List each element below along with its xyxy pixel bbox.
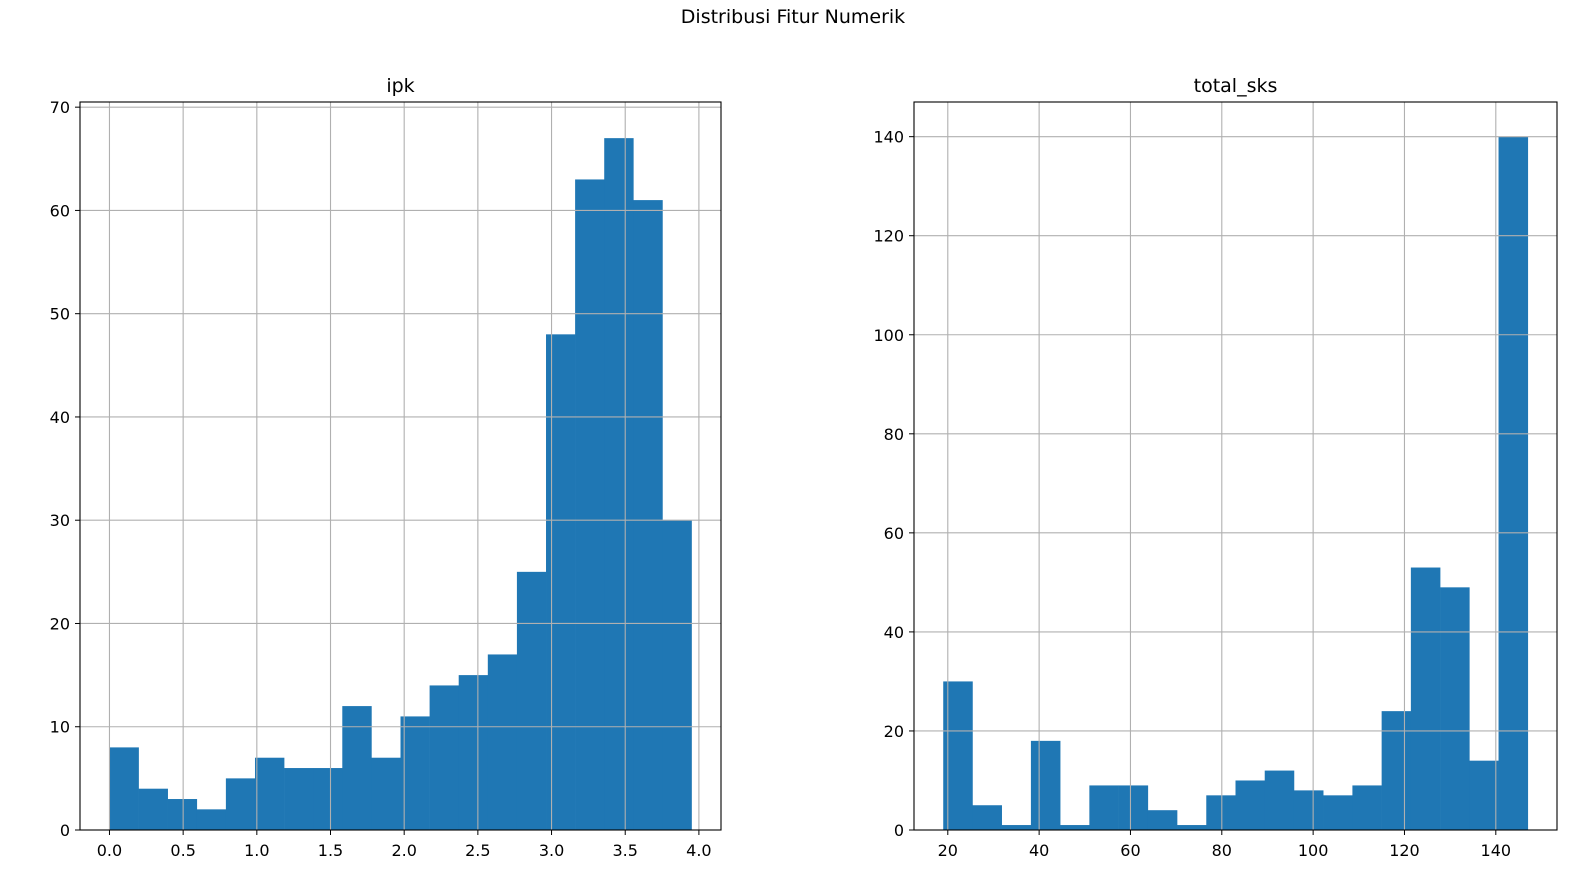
ipk-y-tick-label: 40 bbox=[50, 408, 70, 427]
ipk-histogram-bar bbox=[487, 654, 518, 830]
ipk-x-tick-label: 1.0 bbox=[244, 841, 269, 860]
total-sks-histogram-bar bbox=[1293, 790, 1324, 830]
total-sks-y-tick-label: 140 bbox=[873, 128, 904, 147]
ipk-axes-frame bbox=[79, 101, 722, 831]
ipk-histogram-bar bbox=[662, 520, 692, 830]
total-sks-histogram-bar bbox=[1030, 740, 1061, 830]
ipk-histogram-bar bbox=[138, 788, 168, 830]
ipk-histogram-bar bbox=[371, 757, 401, 830]
total-sks-histogram-bar bbox=[1089, 785, 1119, 830]
total-sks-y-tick-label: 120 bbox=[873, 227, 904, 246]
ipk-histogram-bar bbox=[254, 757, 285, 830]
ipk-y-tick-label: 20 bbox=[50, 614, 70, 633]
total-sks-axes-title: total_sks bbox=[1194, 75, 1278, 97]
ipk-histogram-bar bbox=[225, 778, 256, 830]
total-sks-histogram-bar bbox=[1440, 587, 1470, 830]
total-sks-x-tick-label: 120 bbox=[1389, 841, 1420, 860]
total-sks-histogram-bar bbox=[1410, 567, 1441, 830]
total-sks-x-tick-label: 80 bbox=[1212, 841, 1232, 860]
ipk-histogram-bar bbox=[633, 200, 663, 830]
ipk-histogram-bar bbox=[109, 747, 139, 830]
ipk-y-tick-label: 0 bbox=[60, 821, 70, 840]
total-sks-histogram-bar bbox=[1060, 825, 1090, 830]
total-sks-x-tick-label: 100 bbox=[1298, 841, 1329, 860]
total-sks-histogram-bar bbox=[1235, 780, 1266, 830]
ipk-histogram-bar bbox=[429, 685, 460, 830]
ipk-histogram-bar bbox=[575, 179, 605, 831]
ipk-histogram-bar bbox=[196, 809, 227, 830]
total-sks-histogram-bar bbox=[1264, 770, 1295, 830]
ipk-histogram-bar bbox=[284, 768, 314, 830]
ipk-histogram-bar bbox=[342, 706, 372, 830]
total-sks-y-tick-label: 100 bbox=[873, 326, 904, 345]
total-sks-x-tick-label: 140 bbox=[1481, 841, 1512, 860]
ipk-x-tick-label: 0.5 bbox=[170, 841, 195, 860]
figure-suptitle: Distribusi Fitur Numerik bbox=[681, 6, 905, 28]
total-sks-histogram-axes: 20 40 60 80 100 120 140 0 20 40 60 80 100 120 140 total… bbox=[873, 75, 1558, 860]
total-sks-x-tick-label: 20 bbox=[938, 841, 958, 860]
total-sks-y-tick-label: 20 bbox=[884, 722, 904, 741]
ipk-histogram-bar bbox=[400, 716, 430, 830]
total-sks-histogram-bar bbox=[1352, 785, 1382, 830]
ipk-y-tick-label: 30 bbox=[50, 511, 70, 530]
ipk-axes-title: ipk bbox=[386, 75, 414, 97]
ipk-y-tick-label: 70 bbox=[50, 98, 70, 117]
total-sks-histogram-bar bbox=[1206, 795, 1236, 830]
total-sks-histogram-bar bbox=[1147, 810, 1178, 830]
total-sks-histogram-bar bbox=[1001, 825, 1032, 830]
total-sks-histogram-bar bbox=[1177, 825, 1207, 830]
total-sks-y-tick-label: 80 bbox=[884, 425, 904, 444]
total-sks-y-tick-label: 0 bbox=[894, 821, 904, 840]
ipk-histogram-bar bbox=[546, 334, 576, 830]
ipk-histogram-bar bbox=[313, 768, 343, 830]
ipk-histogram-bar bbox=[604, 138, 634, 830]
ipk-histogram-bar bbox=[516, 571, 547, 830]
total-sks-histogram-bar bbox=[1498, 136, 1529, 830]
total-sks-histogram-bar bbox=[1469, 760, 1499, 830]
ipk-histogram-bar bbox=[458, 675, 489, 830]
total-sks-histogram-bar bbox=[1323, 795, 1353, 830]
ipk-histogram-axes: 0.0 0.5 1.0 1.5 2.0 2.5 3.0 3.5 4.0 0 10 20 30 40 50 60… bbox=[50, 75, 722, 860]
total-sks-histogram-bar bbox=[1381, 711, 1412, 830]
ipk-x-tick-label: 4.0 bbox=[686, 841, 711, 860]
ipk-x-tick-label: 1.5 bbox=[318, 841, 343, 860]
ipk-x-tick-label: 0.0 bbox=[97, 841, 122, 860]
total-sks-x-tick-label: 60 bbox=[1120, 841, 1140, 860]
total-sks-y-tick-label: 60 bbox=[884, 524, 904, 543]
ipk-x-tick-label: 2.5 bbox=[465, 841, 490, 860]
ipk-y-tick-label: 50 bbox=[50, 305, 70, 324]
total-sks-axes-frame bbox=[913, 101, 1558, 831]
ipk-x-tick-label: 2.0 bbox=[391, 841, 416, 860]
total-sks-x-tick-label: 40 bbox=[1029, 841, 1049, 860]
total-sks-histogram-bar bbox=[1118, 785, 1149, 830]
total-sks-histogram-bar bbox=[972, 805, 1002, 830]
ipk-histogram-bar bbox=[167, 799, 198, 830]
ipk-y-tick-label: 10 bbox=[50, 718, 70, 737]
ipk-y-tick-label: 60 bbox=[50, 201, 70, 220]
total-sks-y-tick-label: 40 bbox=[884, 623, 904, 642]
ipk-x-tick-label: 3.0 bbox=[539, 841, 564, 860]
ipk-x-tick-label: 3.5 bbox=[612, 841, 637, 860]
